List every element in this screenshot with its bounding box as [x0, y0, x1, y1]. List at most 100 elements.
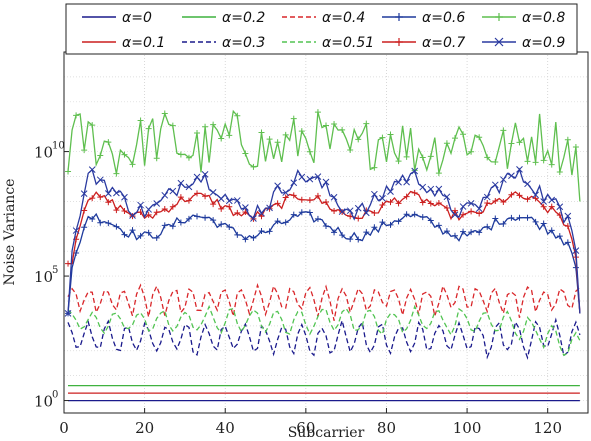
series-marker	[137, 201, 144, 209]
series-marker	[306, 148, 313, 155]
series-marker	[81, 147, 88, 154]
series-marker	[81, 207, 88, 214]
series-marker	[540, 198, 548, 205]
series-marker	[508, 191, 515, 198]
series-marker	[274, 200, 281, 207]
series-marker	[508, 140, 515, 147]
legend-label: α=0.1	[122, 35, 165, 51]
series-marker	[298, 209, 305, 216]
series-marker	[379, 194, 386, 202]
series-marker	[492, 159, 499, 166]
series-marker	[524, 196, 531, 203]
series-line-6	[67, 211, 581, 314]
series-marker	[338, 208, 346, 215]
series-marker	[266, 204, 273, 212]
series-marker	[524, 180, 531, 188]
series-marker	[97, 194, 104, 201]
series-marker	[460, 211, 467, 218]
series-marker	[484, 200, 491, 207]
series-marker	[331, 207, 338, 214]
series-marker	[65, 168, 72, 175]
series-marker	[564, 212, 572, 220]
series-marker	[88, 166, 96, 174]
series-marker	[564, 136, 571, 143]
series-marker	[242, 204, 249, 211]
series-marker	[355, 136, 362, 143]
series-marker	[89, 195, 96, 202]
legend-item: α=0.51	[282, 35, 374, 51]
series-marker	[532, 195, 539, 202]
series-marker	[323, 223, 329, 230]
series-marker	[161, 110, 168, 117]
series-marker	[266, 228, 273, 235]
series-marker	[218, 135, 225, 142]
series-marker	[89, 216, 96, 223]
series-marker	[548, 203, 555, 210]
series-marker	[540, 203, 547, 210]
y-tick-base: 10	[34, 393, 53, 411]
series-marker	[161, 191, 169, 199]
series-marker	[113, 207, 120, 214]
series-marker	[193, 173, 201, 181]
series-marker	[169, 203, 176, 210]
series-marker	[331, 120, 338, 127]
series-marker	[202, 214, 209, 221]
series-marker	[451, 232, 458, 239]
series-marker	[282, 194, 289, 201]
series-marker	[233, 197, 241, 204]
legend-marker	[395, 38, 403, 46]
series-marker	[137, 232, 144, 239]
series-marker	[492, 197, 499, 204]
series-marker	[371, 209, 378, 216]
series-marker	[72, 227, 80, 234]
series-marker	[185, 183, 193, 191]
series-marker	[387, 188, 394, 196]
legend-item: α=0.6	[382, 10, 465, 26]
series-marker	[145, 206, 152, 213]
series-marker	[290, 211, 297, 218]
series-marker	[234, 112, 241, 119]
series-marker	[210, 201, 217, 208]
series-marker	[459, 203, 467, 210]
series-marker	[346, 207, 354, 215]
series-marker	[532, 159, 539, 166]
series-marker	[564, 239, 571, 246]
series-marker	[411, 211, 418, 218]
series-marker	[185, 215, 192, 222]
series-marker	[65, 260, 72, 267]
series-marker	[379, 219, 386, 226]
legend-marker	[494, 37, 504, 47]
series-marker	[451, 135, 458, 142]
series-marker	[492, 215, 499, 222]
series-marker	[202, 193, 209, 200]
series-marker	[298, 173, 306, 181]
series-marker	[129, 161, 136, 168]
x-tick-label: 120	[533, 419, 562, 437]
series-marker	[145, 229, 152, 236]
series-marker	[105, 220, 112, 227]
series-marker	[105, 139, 112, 146]
series-marker	[250, 215, 257, 222]
x-tick-label: 80	[377, 419, 396, 437]
series-marker	[137, 117, 144, 124]
series-marker	[395, 218, 402, 225]
series-marker	[460, 131, 467, 138]
series-marker	[427, 185, 435, 193]
series-marker	[97, 152, 104, 159]
series-marker	[443, 204, 450, 211]
y-axis-title: Noise Variance	[2, 179, 18, 286]
series-marker	[153, 209, 160, 216]
series-marker	[314, 215, 321, 222]
series-marker	[500, 176, 507, 183]
series-marker	[322, 178, 330, 186]
series-marker	[403, 178, 410, 186]
series-marker	[323, 122, 329, 129]
series-marker	[516, 139, 523, 146]
series-marker	[395, 158, 402, 165]
legend-item: α=0.9	[482, 35, 565, 51]
series-marker	[105, 199, 112, 206]
series-marker	[153, 200, 161, 207]
